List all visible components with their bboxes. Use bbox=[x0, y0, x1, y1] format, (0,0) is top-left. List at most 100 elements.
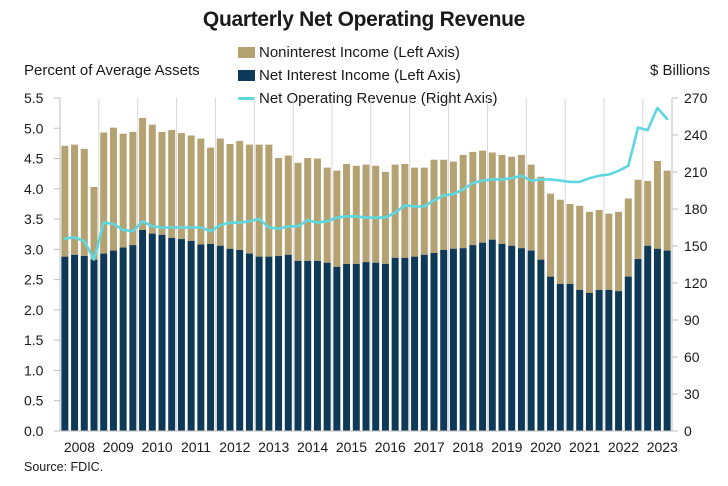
bar-net-interest-income bbox=[566, 283, 574, 431]
bar-noninterest-income bbox=[653, 160, 661, 249]
bar-net-interest-income bbox=[148, 233, 156, 431]
x-axis-tick-label: 2019 bbox=[491, 439, 522, 455]
left-axis-tick-label: 3.5 bbox=[24, 211, 44, 227]
bar-net-interest-income bbox=[80, 256, 88, 431]
bar-net-interest-income bbox=[168, 237, 176, 431]
left-axis-tick-label: 4.5 bbox=[24, 151, 44, 167]
right-axis-tick-label: 240 bbox=[684, 127, 708, 143]
bar-noninterest-income bbox=[343, 163, 351, 264]
bar-net-interest-income bbox=[245, 253, 253, 431]
bar-noninterest-income bbox=[459, 154, 467, 249]
bar-noninterest-income bbox=[401, 163, 409, 258]
bar-net-interest-income bbox=[226, 248, 234, 431]
legend-item-noninterest-income: Noninterest Income (Left Axis) bbox=[238, 44, 460, 61]
bar-noninterest-income bbox=[109, 127, 117, 251]
bar-net-interest-income bbox=[488, 239, 496, 431]
bar-net-interest-income bbox=[547, 276, 555, 431]
bar-net-interest-income bbox=[527, 250, 535, 431]
bar-noninterest-income bbox=[119, 133, 127, 248]
bar-net-interest-income bbox=[459, 248, 467, 431]
bar-net-interest-income bbox=[255, 256, 263, 431]
bar-noninterest-income bbox=[352, 165, 360, 264]
bar-noninterest-income bbox=[71, 144, 79, 255]
bar-net-interest-income bbox=[440, 249, 448, 431]
bar-noninterest-income bbox=[411, 167, 419, 257]
x-axis-tick-label: 2015 bbox=[336, 439, 367, 455]
x-axis-tick-label: 2012 bbox=[219, 439, 250, 455]
left-axis-tick-label: 5.5 bbox=[24, 90, 44, 106]
bar-noninterest-income bbox=[605, 213, 613, 290]
legend-swatch-net-interest bbox=[238, 70, 255, 81]
left-axis-tick-label: 2.0 bbox=[24, 302, 44, 318]
bar-noninterest-income bbox=[265, 144, 273, 257]
left-axis-tick-label: 4.0 bbox=[24, 181, 44, 197]
bar-noninterest-income bbox=[168, 130, 176, 238]
bar-noninterest-income bbox=[537, 176, 545, 260]
bar-noninterest-income bbox=[576, 205, 584, 290]
bar-net-interest-income bbox=[479, 242, 487, 431]
bar-net-interest-income bbox=[177, 239, 185, 431]
bar-noninterest-income bbox=[304, 157, 312, 261]
left-axis-tick-label: 1.5 bbox=[24, 332, 44, 348]
x-axis-tick-label: 2023 bbox=[647, 439, 678, 455]
right-axis-tick-label: 180 bbox=[684, 201, 708, 217]
bar-noninterest-income bbox=[129, 131, 137, 246]
bar-noninterest-income bbox=[148, 124, 156, 234]
bar-noninterest-income bbox=[323, 167, 331, 263]
legend-label: Noninterest Income (Left Axis) bbox=[259, 44, 460, 61]
right-axis-tick-label: 150 bbox=[684, 238, 708, 254]
line-net-operating-revenue bbox=[63, 106, 669, 261]
bar-noninterest-income bbox=[566, 203, 574, 284]
x-axis-tick-label: 2017 bbox=[414, 439, 445, 455]
bar-noninterest-income bbox=[177, 133, 185, 240]
bar-noninterest-income bbox=[624, 198, 632, 277]
bar-noninterest-income bbox=[139, 117, 147, 230]
bar-net-interest-income bbox=[430, 252, 438, 431]
bar-net-interest-income bbox=[109, 250, 117, 431]
bar-net-interest-income bbox=[469, 245, 477, 431]
x-axis-tick-label: 2009 bbox=[103, 439, 134, 455]
bar-net-interest-income bbox=[129, 245, 137, 431]
bar-net-interest-income bbox=[100, 253, 108, 431]
bar-net-interest-income bbox=[420, 254, 428, 431]
bar-noninterest-income bbox=[449, 161, 457, 249]
bar-noninterest-income bbox=[372, 165, 380, 263]
left-axis-tick-label: 2.5 bbox=[24, 272, 44, 288]
bar-net-interest-income bbox=[615, 291, 623, 431]
bar-net-interest-income bbox=[372, 262, 380, 431]
bar-net-interest-income bbox=[207, 243, 215, 431]
bar-net-interest-income bbox=[537, 259, 545, 431]
bar-noninterest-income bbox=[508, 156, 516, 246]
bar-net-interest-income bbox=[265, 256, 273, 431]
bar-net-interest-income bbox=[352, 263, 360, 431]
x-axis-tick-label: 2021 bbox=[569, 439, 600, 455]
bar-noninterest-income bbox=[585, 211, 593, 293]
bar-noninterest-income bbox=[236, 140, 244, 250]
bar-noninterest-income bbox=[556, 199, 564, 284]
x-axis-tick-label: 2008 bbox=[64, 439, 95, 455]
bar-noninterest-income bbox=[430, 159, 438, 253]
bar-noninterest-income bbox=[488, 152, 496, 240]
bar-net-interest-income bbox=[585, 292, 593, 431]
bar-noninterest-income bbox=[615, 211, 623, 292]
x-axis-tick-label: 2014 bbox=[297, 439, 328, 455]
right-axis-title: $ Billions bbox=[649, 62, 710, 79]
right-axis-tick-label: 0 bbox=[684, 423, 692, 439]
right-axis-tick-label: 60 bbox=[684, 349, 700, 365]
bar-net-interest-income bbox=[411, 256, 419, 431]
x-axis-tick-label: 2011 bbox=[181, 439, 211, 455]
bar-noninterest-income bbox=[595, 210, 603, 290]
left-axis-title: Percent of Average Assets bbox=[24, 62, 200, 79]
right-axis-tick-label: 90 bbox=[684, 312, 700, 328]
right-axis-tick-label: 210 bbox=[684, 164, 708, 180]
legend-swatch-noninterest bbox=[238, 47, 255, 58]
x-axis-tick-label: 2020 bbox=[530, 439, 561, 455]
bar-net-interest-income bbox=[576, 289, 584, 431]
bar-noninterest-income bbox=[245, 144, 253, 254]
left-axis-tick-label: 3.0 bbox=[24, 241, 44, 257]
bar-net-interest-income bbox=[517, 248, 525, 431]
bar-net-interest-income bbox=[653, 248, 661, 431]
bar-noninterest-income bbox=[313, 158, 321, 261]
right-axis-tick-label: 120 bbox=[684, 275, 708, 291]
